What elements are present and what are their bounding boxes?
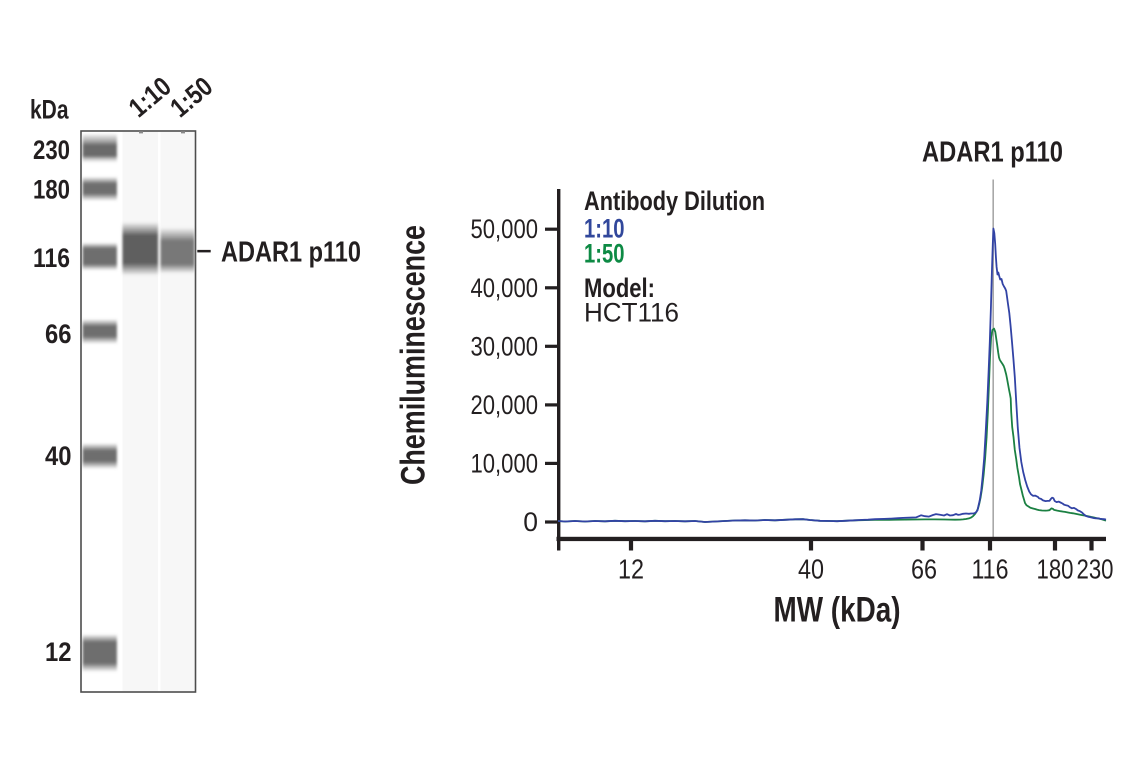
svg-text:kDa: kDa bbox=[30, 95, 69, 125]
svg-text:10,000: 10,000 bbox=[471, 448, 539, 478]
svg-text:ADAR1 p110: ADAR1 p110 bbox=[221, 237, 361, 269]
svg-text:ADAR1 p110: ADAR1 p110 bbox=[922, 137, 1063, 169]
svg-text:180: 180 bbox=[33, 175, 70, 205]
svg-text:12: 12 bbox=[618, 554, 644, 585]
svg-text:180: 180 bbox=[1037, 554, 1074, 585]
svg-text:230: 230 bbox=[1077, 554, 1114, 585]
svg-text:Antibody Dilution: Antibody Dilution bbox=[584, 186, 765, 216]
svg-text:40: 40 bbox=[798, 554, 824, 585]
svg-text:1:50: 1:50 bbox=[584, 239, 625, 269]
svg-text:12: 12 bbox=[45, 637, 72, 667]
svg-text:50,000: 50,000 bbox=[471, 214, 539, 244]
svg-text:HCT116: HCT116 bbox=[584, 298, 679, 328]
svg-text:40: 40 bbox=[45, 441, 72, 471]
svg-text:MW (kDa): MW (kDa) bbox=[774, 591, 901, 630]
svg-text:40,000: 40,000 bbox=[471, 273, 539, 303]
svg-text:116: 116 bbox=[972, 554, 1009, 585]
svg-text:0: 0 bbox=[523, 507, 538, 537]
svg-text:20,000: 20,000 bbox=[471, 390, 539, 420]
svg-text:1:10: 1:10 bbox=[584, 214, 625, 244]
svg-text:Chemiluminescence: Chemiluminescence bbox=[395, 225, 433, 485]
svg-text:66: 66 bbox=[45, 319, 72, 349]
svg-text:66: 66 bbox=[911, 554, 937, 585]
svg-text:230: 230 bbox=[33, 135, 70, 165]
svg-text:Model:: Model: bbox=[584, 273, 655, 303]
svg-text:30,000: 30,000 bbox=[471, 331, 539, 361]
svg-text:116: 116 bbox=[33, 243, 70, 273]
